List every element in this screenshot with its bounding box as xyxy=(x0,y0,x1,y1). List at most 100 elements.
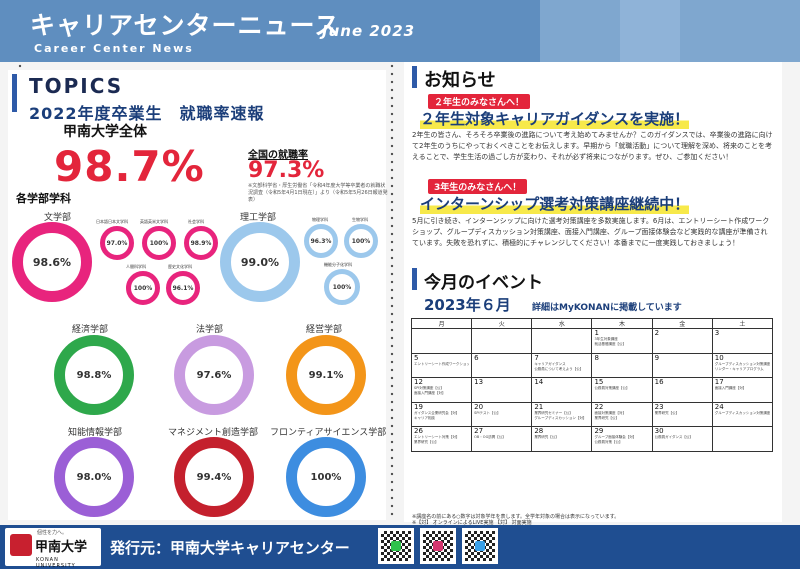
dept-rate: 100% xyxy=(351,237,371,245)
ring-dept: 100% xyxy=(324,269,360,305)
dept-rate: 100% xyxy=(133,284,153,292)
calendar-event: SPI対策講座【公】 xyxy=(414,386,444,390)
day-number: 14 xyxy=(534,378,544,386)
weekday-header: 月 xyxy=(410,318,473,329)
calendar-day-cell: 23 業界研究【公】 xyxy=(651,401,713,427)
day-number: 5 xyxy=(414,353,419,362)
dept-rate: 100% xyxy=(332,283,352,291)
footer: 個性を力へ。 甲南大学 KONAN UNIVERSITY 発行元：甲南大学キャリ… xyxy=(0,525,800,569)
calendar-day-cell: 17 面接入門講座【対】 xyxy=(711,377,774,403)
calendar-event: 公務員について考えよう【公】 xyxy=(534,366,584,371)
dept-rate: 96.3% xyxy=(310,237,332,245)
calendar-event: ガイダンス企業研究会【対】 xyxy=(414,410,460,415)
calendar-week-row: 19 ガイダンス企業研究会【対】 キャリア相談 20 SPIテスト【公】 21 業界研究セミ… xyxy=(410,401,774,427)
calendar-day-cell: 26 エントリーシート対策【対】 業界研究【公】 xyxy=(410,426,473,452)
line-qr-code[interactable] xyxy=(378,528,414,564)
heading-bar xyxy=(412,268,417,290)
ring-dept: 100% xyxy=(142,226,176,260)
dept-name: 生物学科 xyxy=(352,217,368,222)
calendar-day-cell: 15 公務員対策講座【公】 xyxy=(591,377,653,403)
topics-heading: TOPICS xyxy=(29,74,124,98)
ring-management: 99.4% xyxy=(174,437,254,517)
calendar-event: 面接入門講座【対】 xyxy=(414,391,446,395)
day-number: 24 xyxy=(714,402,724,411)
calendar-event: 業界研究【公】 xyxy=(594,415,619,420)
dept-name: 人間科学科 xyxy=(126,264,146,269)
day-number: 9 xyxy=(654,353,660,362)
twitter-qr-code[interactable] xyxy=(462,528,498,564)
national-rate: 97.3% xyxy=(248,158,325,183)
calendar-event: 公務員対策講座【公】 xyxy=(594,386,630,390)
day-number: 15 xyxy=(594,378,604,386)
ring-dept: 97.0% xyxy=(100,226,134,260)
heading-bar xyxy=(412,66,417,88)
calendar-event: グループディスカッション【対】 xyxy=(534,415,587,420)
dept-name: 日本語日本文学科 xyxy=(96,219,128,224)
dept-name: 物理学科 xyxy=(312,217,328,222)
calendar-event: 就活基礎講座【公】 xyxy=(594,342,626,346)
instagram-icon xyxy=(433,541,443,551)
calendar-day-cell xyxy=(471,328,533,354)
dept-name: 英語英米文学科 xyxy=(140,219,168,224)
ring-dept: 100% xyxy=(344,224,378,258)
faculty-name-chino: 知能情報学部 xyxy=(68,428,123,438)
instagram-qr-code[interactable] xyxy=(420,528,456,564)
header-stripe-accent xyxy=(620,0,680,62)
day-number: 20 xyxy=(474,402,484,411)
day-number: 8 xyxy=(594,353,599,362)
dept-rate: 100% xyxy=(149,239,169,247)
calendar-event: 業界研究【公】 xyxy=(534,435,559,439)
calendar-day-cell: 21 業界研究セミナー【公】 グループディスカッション【対】 xyxy=(531,401,593,427)
calendar-day-cell: 13 xyxy=(471,377,533,403)
university-logo: 個性を力へ。 甲南大学 KONAN UNIVERSITY xyxy=(5,528,101,569)
faculty-name-keizai: 経済学部 xyxy=(72,325,109,335)
ring-dept: 96.3% xyxy=(304,224,338,258)
calendar-event: 業界研究セミナー【公】 xyxy=(534,410,573,415)
notice-body-1: 2年生の皆さん、そろそろ卒業後の進路について考え始めてみませんか？このガイダンス… xyxy=(412,131,773,161)
rate-bungaku: 98.6% xyxy=(32,255,72,269)
calendar-day-cell: 16 xyxy=(651,377,713,403)
rate-hougaku: 97.6% xyxy=(196,369,232,381)
publisher: 発行元：甲南大学キャリアセンター xyxy=(110,539,350,557)
day-number: 16 xyxy=(654,378,664,386)
calendar-day-cell: 9 xyxy=(651,352,713,378)
newsletter-title: キャリアセンターニュース xyxy=(30,11,341,40)
day-number: 30 xyxy=(654,427,664,435)
logo-en: KONAN UNIVERSITY xyxy=(36,557,76,569)
event-calendar: 月火水木金土 1 3年生対象講座 就活基礎講座【公】 2 3 5 エントリーシート作成ワーク… xyxy=(410,318,774,452)
dept-name: 機能分子化学科 xyxy=(324,262,352,267)
calendar-event: 3年生対象講座 xyxy=(594,337,618,341)
target-tag-3rd-year: 3年生のみなさんへ！ xyxy=(428,179,528,194)
day-number: 2 xyxy=(654,329,660,337)
logo-name: 甲南大学 xyxy=(35,540,88,555)
calendar-day-cell: 27 OB・OG訪問【公】 xyxy=(471,426,533,452)
day-number: 12 xyxy=(414,378,423,386)
faculty-label: 各学部学科 xyxy=(16,192,71,205)
ring-keiei: 99.1% xyxy=(286,335,366,415)
calendar-week-row: 1 3年生対象講座 就活基礎講座【公】 2 3 xyxy=(410,328,774,354)
issue-date: June 2023 xyxy=(322,22,416,40)
day-number: 17 xyxy=(714,378,724,386)
day-number: 10 xyxy=(714,353,724,362)
ring-dept: 100% xyxy=(126,271,160,305)
calendar-day-cell: 7 キャリアガイダンス 公務員について考えよう【公】 xyxy=(531,352,593,378)
day-number: 6 xyxy=(474,353,479,362)
calendar-day-cell: 6 xyxy=(471,352,533,378)
rate-management: 99.4% xyxy=(196,471,232,483)
weekday-header: 土 xyxy=(711,318,774,329)
notice-headline-2: インターンシップ選考対策講座継続中！ xyxy=(420,193,690,214)
ring-rikou: 99.0% xyxy=(220,222,300,302)
calendar-event: リンダー・キャリアプログラム xyxy=(714,366,764,371)
weekday-header: 火 xyxy=(471,318,533,329)
calendar-day-cell: 29 グループ面接体験会【対】 公務員対策【公】 xyxy=(591,426,653,452)
calendar-day-cell: 14 xyxy=(531,377,593,403)
rate-frontier: 100% xyxy=(310,471,342,483)
calendar-event: 業界研究【公】 xyxy=(654,410,680,415)
calendar-event: エントリーシート対策【対】 xyxy=(414,435,460,439)
calendar-day-cell: 12 SPI対策講座【公】 面接入門講座【対】 xyxy=(410,377,473,403)
national-label: 全国の就職率 xyxy=(248,150,308,161)
footnote-2: ※【対】 オンラインによるLIVE実施 【対】 対面実施 xyxy=(412,520,532,526)
faculty-name-frontier: フロンティアサイエンス学部 xyxy=(270,428,387,438)
